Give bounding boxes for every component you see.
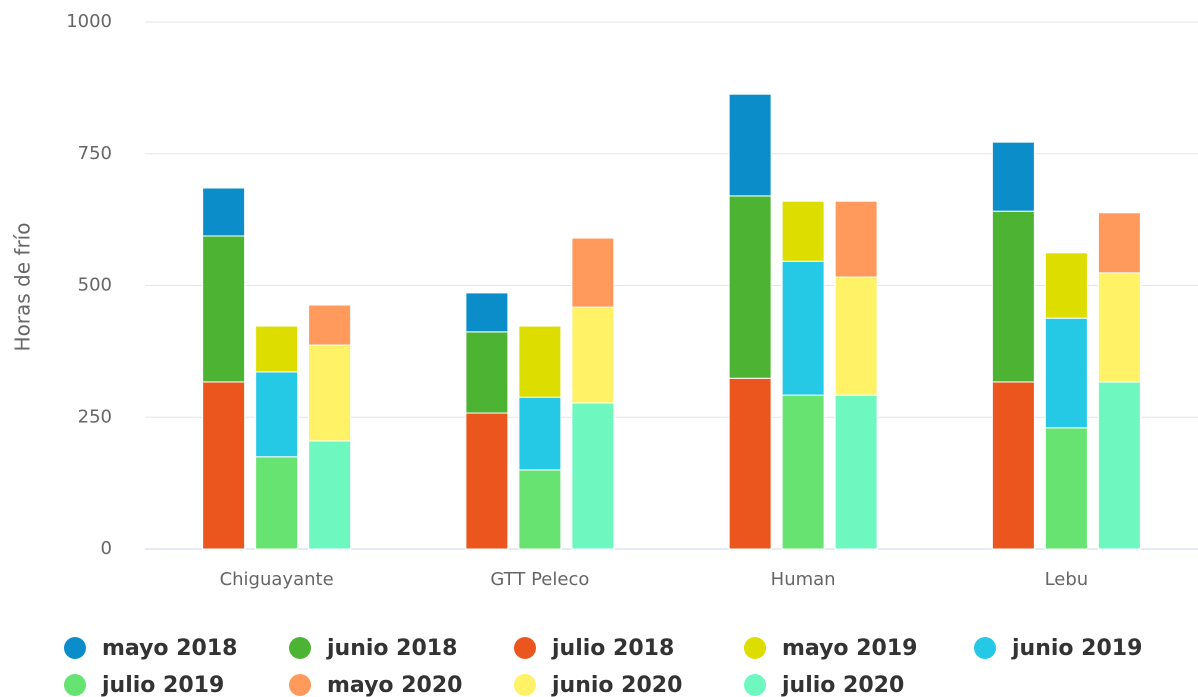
legend-label: mayo 2020: [327, 673, 462, 697]
legend-marker: [974, 637, 996, 659]
bar-segment: [728, 377, 772, 550]
legend-marker: [64, 674, 86, 696]
bar-segment: [255, 325, 299, 373]
x-tick-label: Chiguayante: [220, 569, 334, 590]
bar-segment: [255, 371, 299, 458]
legend-label: mayo 2019: [782, 636, 917, 661]
bar-segment: [308, 440, 352, 550]
bar-segment: [571, 237, 615, 308]
bar-segment: [308, 344, 352, 442]
legend-marker: [289, 674, 311, 696]
x-tick-label: Human: [771, 569, 836, 590]
bar-segment: [571, 402, 615, 550]
bar-segment: [465, 412, 509, 550]
bar-segment: [571, 306, 615, 404]
legend-label: junio 2018: [326, 636, 457, 661]
bar-segment: [518, 325, 562, 398]
legend-marker: [514, 674, 536, 696]
y-axis-title: Horas de frío: [11, 223, 35, 352]
bar-segment: [202, 381, 246, 550]
bar-segment: [202, 187, 246, 237]
bar-segment: [255, 456, 299, 550]
bar-segment: [991, 381, 1035, 550]
bar-segment: [518, 469, 562, 550]
bar-segment: [728, 93, 772, 197]
y-tick-label: 1000: [66, 11, 112, 32]
bar-segment: [1097, 272, 1141, 383]
y-tick-label: 0: [101, 538, 112, 559]
legend-label: junio 2019: [1011, 636, 1142, 661]
x-tick-label: Lebu: [1045, 569, 1089, 590]
legend-marker: [514, 637, 536, 659]
legend-label: mayo 2018: [102, 636, 237, 661]
bar-segment: [781, 200, 825, 262]
bar-segment: [1097, 381, 1141, 550]
bar-segment: [991, 141, 1035, 212]
legend-label: julio 2018: [551, 636, 674, 661]
legend-marker: [744, 637, 766, 659]
bar-segment: [1097, 212, 1141, 274]
bar-segment: [834, 394, 878, 550]
legend-marker: [744, 674, 766, 696]
bar-segment: [728, 195, 772, 379]
bar-segment: [202, 235, 246, 383]
bar-segment: [1044, 427, 1088, 550]
bar-segment: [834, 200, 878, 278]
bar-segment: [465, 331, 509, 414]
legend-label: julio 2019: [101, 673, 224, 697]
legend-marker: [289, 637, 311, 659]
bar-segment: [1044, 252, 1088, 319]
legend-label: junio 2020: [551, 673, 682, 697]
bar-segment: [465, 292, 509, 333]
bar-segment: [1044, 317, 1088, 429]
y-tick-label: 500: [78, 275, 112, 296]
y-tick-label: 250: [78, 406, 112, 427]
x-tick-label: GTT Peleco: [490, 569, 589, 590]
bar-segment: [781, 394, 825, 550]
bar-segment: [518, 396, 562, 471]
y-tick-label: 750: [78, 143, 112, 164]
legend-label: julio 2020: [781, 673, 904, 697]
bar-segment: [991, 210, 1035, 383]
bar-segment: [781, 260, 825, 396]
legend-marker: [64, 637, 86, 659]
bar-segment: [308, 304, 352, 346]
bar-segment: [834, 276, 878, 396]
